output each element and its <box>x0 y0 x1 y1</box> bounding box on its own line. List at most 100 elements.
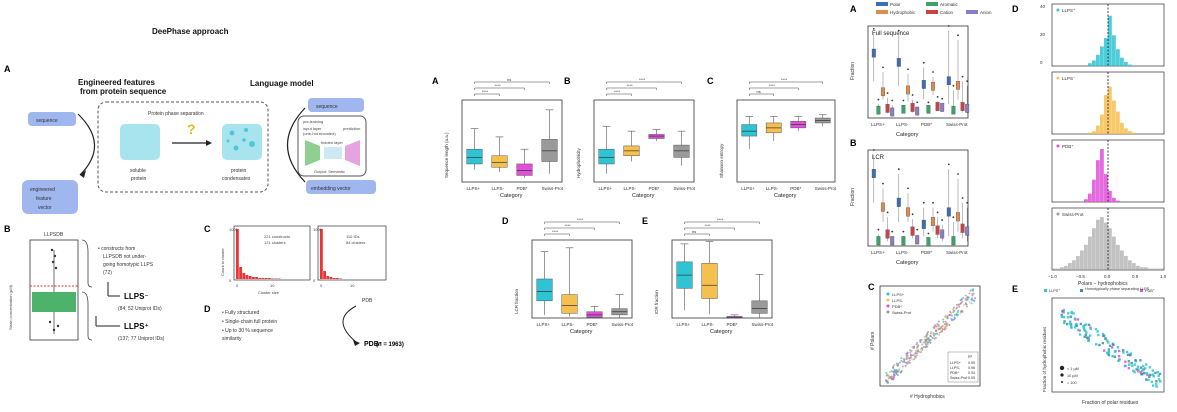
feature-box <box>876 105 881 115</box>
feature-box <box>896 197 901 207</box>
deephase-title: DeePhase approach <box>152 27 229 36</box>
e-scatter-point <box>1156 370 1159 374</box>
e-scatter-point <box>1130 361 1133 365</box>
scatter-point <box>966 298 969 301</box>
r2-table-val: 0.93 <box>968 371 975 375</box>
scatter-point <box>946 323 949 326</box>
scatter-point <box>913 345 916 348</box>
scatter-point <box>930 330 933 333</box>
scatter-point <box>921 343 924 346</box>
panel-c-ylabel: Shannon entropy <box>719 143 724 178</box>
e-scatter-point <box>1126 353 1130 357</box>
panel-b-axes <box>29 239 79 341</box>
right-panel-a-title: Full sequence <box>872 31 910 37</box>
box-body <box>751 300 768 314</box>
panel-c-right-bar <box>329 277 333 279</box>
e-scatter-point <box>1152 375 1155 378</box>
e-scatter-point <box>1107 341 1110 344</box>
significance-label: **** <box>614 89 621 94</box>
scatter-point <box>972 288 975 291</box>
hist-d-legend-label: Swiss-Prot <box>1062 212 1084 217</box>
panel-c-axes <box>736 99 836 183</box>
significance-label: **** <box>717 217 724 222</box>
scatter-point <box>950 319 953 322</box>
lm-box <box>297 115 367 177</box>
e-scatter-point <box>1062 308 1066 312</box>
significance-label: **** <box>639 77 646 82</box>
phase-separation-box <box>97 101 269 193</box>
significance-label: ns <box>507 77 511 82</box>
scatter-point <box>913 355 916 358</box>
hist-d-bar <box>1128 260 1132 270</box>
box-xtick: LLPS+ <box>467 186 481 191</box>
e-scatter-point <box>1060 315 1064 319</box>
feature-outlier <box>882 66 884 69</box>
scatter-point <box>972 299 975 302</box>
box-xtick: PDB* <box>790 186 801 191</box>
scatter-point <box>926 333 929 336</box>
feature-outlier <box>936 95 939 98</box>
sequence-left-label: sequence <box>36 118 58 124</box>
feature-outlier <box>902 230 905 233</box>
panel-c-right-bar <box>332 278 336 279</box>
hist-d-bar <box>1108 86 1112 134</box>
box-xtick: LLPS- <box>702 322 715 327</box>
hist-d-bar <box>1160 268 1164 270</box>
scatter-point <box>970 302 973 305</box>
feature-outlier <box>882 182 884 185</box>
panel-c-left-bar <box>277 278 281 279</box>
phase-sep-label: Protein phase separation <box>148 111 204 117</box>
scatter-point <box>931 336 934 339</box>
hist-d-bar <box>1092 60 1096 66</box>
significance-label: **** <box>495 83 502 88</box>
scatter-point <box>911 346 914 349</box>
e-scatter-point <box>1085 336 1089 339</box>
scatter-point <box>929 341 932 344</box>
significance-bar <box>749 93 774 96</box>
panel-b-ylabel: Strain concentration (µM) <box>8 284 13 330</box>
right-panel-e-xlabel: Fraction of polar residues <box>1082 400 1139 406</box>
significance-bar <box>684 227 735 230</box>
e-scatter-point <box>1117 349 1121 353</box>
panel-c-left-bar <box>271 278 274 279</box>
panel-c-left-bar <box>274 278 278 279</box>
feature-outlier <box>922 201 925 204</box>
scatter-point <box>895 373 898 376</box>
panel-c-tx10: 10 <box>270 283 275 288</box>
hist-d-xtick: −0.5 <box>1076 274 1085 279</box>
e-scatter-point <box>1148 375 1151 378</box>
e-scatter-point <box>1087 323 1091 327</box>
e-scatter-point <box>1078 333 1082 336</box>
feature-outlier <box>961 75 964 78</box>
scatter-point <box>885 379 888 382</box>
e-scatter-point <box>1095 343 1098 346</box>
scatter-point <box>897 374 900 377</box>
panel-d-arrow-head <box>353 340 360 346</box>
scatter-point <box>891 366 894 369</box>
scatter-point <box>938 331 941 334</box>
llps-minus-label: LLPS⁻ <box>124 292 149 301</box>
scatter-point <box>952 311 955 314</box>
e-scatter-point <box>1157 374 1160 377</box>
scatter-point <box>910 350 913 353</box>
feature-outlier <box>952 216 955 219</box>
scatter-point <box>959 312 962 315</box>
significance-label: **** <box>577 217 584 222</box>
llps-plus-label: LLPS⁺ <box>124 322 149 331</box>
feature-box <box>910 103 915 112</box>
scatter-point <box>915 343 918 346</box>
feature-box <box>906 207 910 217</box>
box-xtick: LLPS- <box>624 186 637 191</box>
panel-b-bullet-2: LLPSDB not under- <box>103 254 147 260</box>
scatter-point <box>901 365 904 368</box>
lm-title: Language model <box>250 79 314 88</box>
hist-d-bar <box>1080 250 1084 270</box>
scatter-point <box>917 350 920 353</box>
feature-box <box>885 104 890 113</box>
e-scatter-point <box>1154 371 1157 375</box>
feature-box <box>926 237 931 247</box>
e-scatter-point <box>1087 336 1090 339</box>
scatter-point <box>968 292 971 295</box>
e-scatter-point <box>1129 353 1132 357</box>
significance-bar <box>684 233 710 236</box>
